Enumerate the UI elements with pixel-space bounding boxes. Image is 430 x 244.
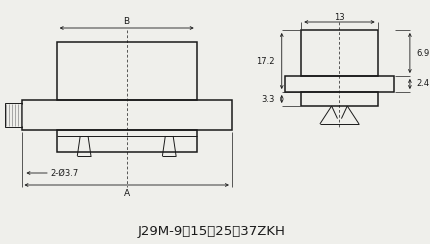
Bar: [5, 103, 22, 127]
Text: 17.2: 17.2: [256, 57, 274, 65]
Text: B: B: [123, 17, 129, 26]
Text: 2.4: 2.4: [416, 80, 429, 89]
Text: A: A: [123, 189, 129, 197]
Bar: [301, 30, 377, 76]
Text: J29M-9、15、25、37ZKH: J29M-9、15、25、37ZKH: [137, 225, 285, 238]
Text: 2-Ø3.7: 2-Ø3.7: [51, 169, 79, 177]
Text: 6.9: 6.9: [416, 49, 429, 58]
Bar: [301, 92, 377, 106]
Text: 13: 13: [333, 12, 344, 21]
Bar: [284, 76, 393, 92]
Bar: [57, 42, 196, 100]
Bar: [22, 100, 231, 130]
Text: 3.3: 3.3: [261, 94, 274, 103]
Bar: [57, 130, 196, 152]
